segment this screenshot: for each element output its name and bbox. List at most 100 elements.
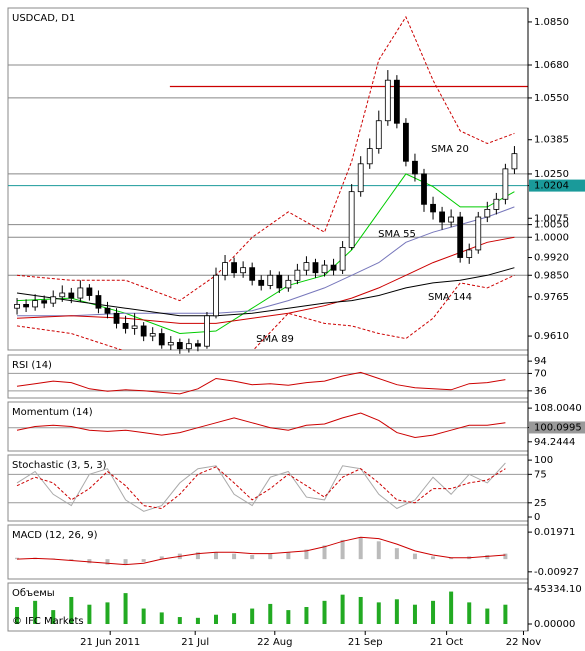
bar xyxy=(394,599,399,624)
candle-body xyxy=(375,120,382,149)
bar xyxy=(159,612,164,624)
panel xyxy=(7,582,529,632)
y-tick-label: 1.0385 xyxy=(534,135,569,146)
candle-body xyxy=(23,303,29,308)
candle-body xyxy=(475,216,482,251)
x-tick-label: 22 Aug xyxy=(257,637,292,648)
bar xyxy=(159,556,164,560)
indicator-line xyxy=(16,15,515,302)
candle-body xyxy=(466,249,473,258)
candle-body xyxy=(312,262,319,274)
candle-body xyxy=(86,287,93,296)
y-tick-label: 0.9920 xyxy=(534,253,569,264)
panel xyxy=(7,354,529,399)
bar xyxy=(376,602,381,624)
candle-body xyxy=(348,191,355,248)
indicator-line xyxy=(16,274,515,350)
bar xyxy=(485,608,490,624)
bar xyxy=(123,559,128,565)
bar xyxy=(232,613,237,624)
x-tick-label: 21 Oct xyxy=(430,637,463,648)
y-tick-label: 1.0850 xyxy=(534,17,569,28)
candle-body xyxy=(511,153,518,170)
bar xyxy=(503,604,508,624)
bar xyxy=(250,608,255,624)
y-tick-label: 1.0204 xyxy=(534,181,569,192)
bar xyxy=(358,537,363,560)
candle-body xyxy=(439,211,445,223)
bar xyxy=(141,608,146,624)
candle-body xyxy=(366,148,373,165)
candle-body xyxy=(448,216,455,223)
candle-body xyxy=(167,341,174,346)
indicator-line xyxy=(16,466,506,510)
panel-title: Stochastic (3, 5, 3) xyxy=(12,460,107,471)
candle-body xyxy=(50,296,57,304)
candle-body xyxy=(330,264,337,271)
candle-body xyxy=(430,203,436,213)
panel-title: Объемы xyxy=(12,588,55,599)
y-tick-label: 94 xyxy=(534,356,547,367)
bar xyxy=(394,548,399,560)
bar xyxy=(250,555,255,560)
panel xyxy=(7,454,529,522)
bar xyxy=(51,610,56,624)
panel-title: RSI (14) xyxy=(12,360,52,371)
candle-body xyxy=(484,208,491,218)
line-label: SMA 144 xyxy=(428,292,472,303)
candle-body xyxy=(185,343,192,350)
bar xyxy=(431,600,436,624)
indicator-line xyxy=(16,412,506,439)
bar xyxy=(503,553,508,560)
bar xyxy=(467,602,472,624)
y-tick-label: 1.0250 xyxy=(534,169,569,180)
candle-body xyxy=(176,341,183,350)
bar xyxy=(340,539,345,560)
candle-body xyxy=(213,274,219,317)
line-label: SMA 89 xyxy=(256,334,294,345)
candle-body xyxy=(457,216,464,258)
bar xyxy=(15,557,20,560)
candle-body xyxy=(122,322,129,329)
bar xyxy=(340,594,345,624)
candle-body xyxy=(258,279,265,286)
y-tick-label: 1.0000 xyxy=(534,232,569,243)
candle-body xyxy=(68,292,75,299)
indicator-line xyxy=(16,371,506,395)
y-tick-label: 1.0075 xyxy=(534,213,569,224)
candle-body xyxy=(339,246,346,271)
bar xyxy=(304,549,309,560)
bar xyxy=(123,593,128,624)
candle-body xyxy=(158,333,165,346)
y-tick-label: 70 xyxy=(534,368,547,379)
y-tick-label: 0 xyxy=(534,512,540,523)
bar xyxy=(358,596,363,624)
x-tick-label: 21 Jun 2011 xyxy=(80,637,140,648)
bar xyxy=(286,552,291,560)
bar xyxy=(322,545,327,560)
candle-body xyxy=(195,343,201,347)
bar xyxy=(232,553,237,560)
line-label: SMA 20 xyxy=(431,144,469,155)
y-tick-label: 0.00000 xyxy=(534,619,575,630)
candle-body xyxy=(14,303,20,309)
candle-body xyxy=(149,333,156,337)
bar xyxy=(195,552,200,560)
y-tick-label: 1.0050 xyxy=(534,220,569,231)
candle-body xyxy=(412,160,418,175)
bar xyxy=(214,552,218,560)
bar xyxy=(214,614,218,624)
candle-body xyxy=(231,262,237,274)
candle-body xyxy=(240,267,247,274)
candle-body xyxy=(421,173,427,205)
bar xyxy=(177,617,182,624)
bar xyxy=(485,555,490,560)
bar xyxy=(87,559,92,564)
candle-body xyxy=(294,269,301,281)
candle-body xyxy=(393,79,400,124)
bar xyxy=(286,610,291,624)
bar xyxy=(195,617,200,624)
y-tick-label: 0.9610 xyxy=(534,331,569,342)
y-tick-label: 0.01971 xyxy=(534,527,575,538)
line-label: SMA 55 xyxy=(378,229,416,240)
